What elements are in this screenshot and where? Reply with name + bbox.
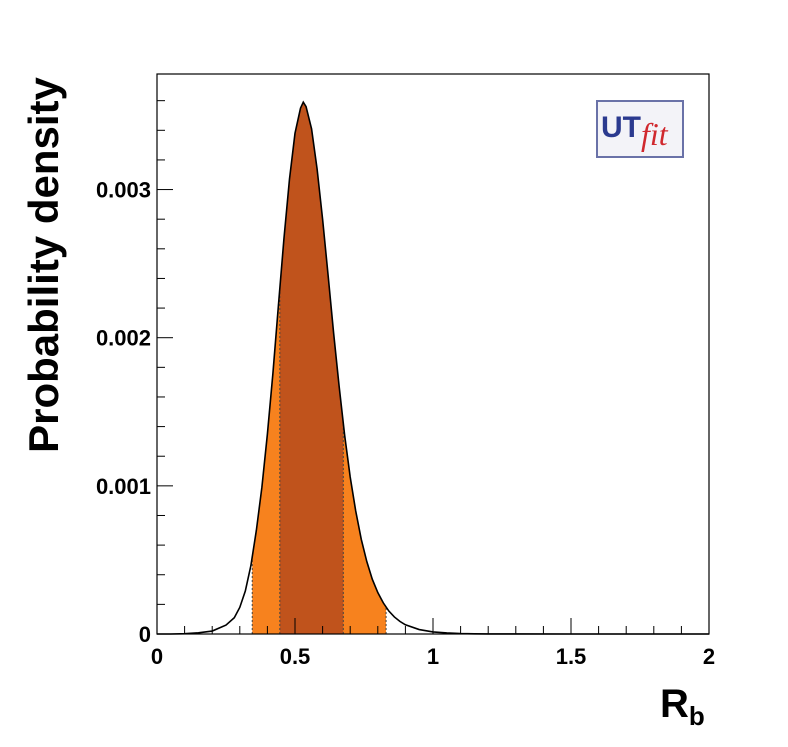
density-curve-layer xyxy=(157,100,709,635)
x-tick-label: 0 xyxy=(151,644,163,669)
y-tick-label: 0.003 xyxy=(96,178,151,203)
density-curve xyxy=(157,100,709,635)
utfit-logo: UT fit xyxy=(596,100,684,158)
x-tick-label: 1.5 xyxy=(556,644,587,669)
y-axis-label: Probability density xyxy=(20,76,67,452)
tick-labels: 0 0.5 1 1.5 2 0 0.001 0.002 0.003 xyxy=(96,178,715,669)
x-tick-label: 1 xyxy=(427,644,439,669)
x-axis-label-main: R xyxy=(660,682,689,726)
x-tick-label: 0.5 xyxy=(280,644,311,669)
logo-fit-text: fit xyxy=(641,116,669,152)
credible-interval-bands xyxy=(251,102,387,634)
x-axis-label-subscript: b xyxy=(689,701,705,731)
y-tick-label: 0.002 xyxy=(96,326,151,351)
x-tick-label: 2 xyxy=(703,644,715,669)
band-68 xyxy=(279,102,344,634)
y-tick-label: 0.001 xyxy=(96,474,151,499)
y-tick-label: 0 xyxy=(139,622,151,647)
axis-ticks xyxy=(156,100,710,635)
logo-ut-text: UT xyxy=(601,111,641,144)
x-axis-label: Rb xyxy=(660,682,705,731)
